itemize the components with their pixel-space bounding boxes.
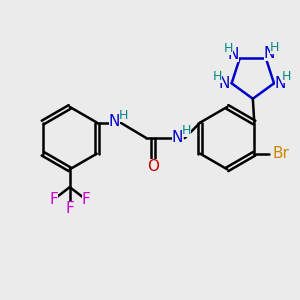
Text: Br: Br [273,146,290,161]
Text: O: O [147,159,159,174]
Text: F: F [49,192,58,207]
Text: H: H [270,40,279,54]
Text: N: N [218,76,230,91]
Text: H: H [282,70,291,83]
Text: H: H [182,124,191,136]
Text: N: N [264,46,275,62]
Text: H: H [224,42,233,56]
Text: H: H [213,70,222,83]
Text: N: N [172,130,183,145]
Text: F: F [82,192,91,207]
Text: F: F [65,201,74,216]
Text: N: N [227,47,239,62]
Text: H: H [118,109,128,122]
Text: N: N [275,76,286,91]
Text: N: N [109,114,120,129]
